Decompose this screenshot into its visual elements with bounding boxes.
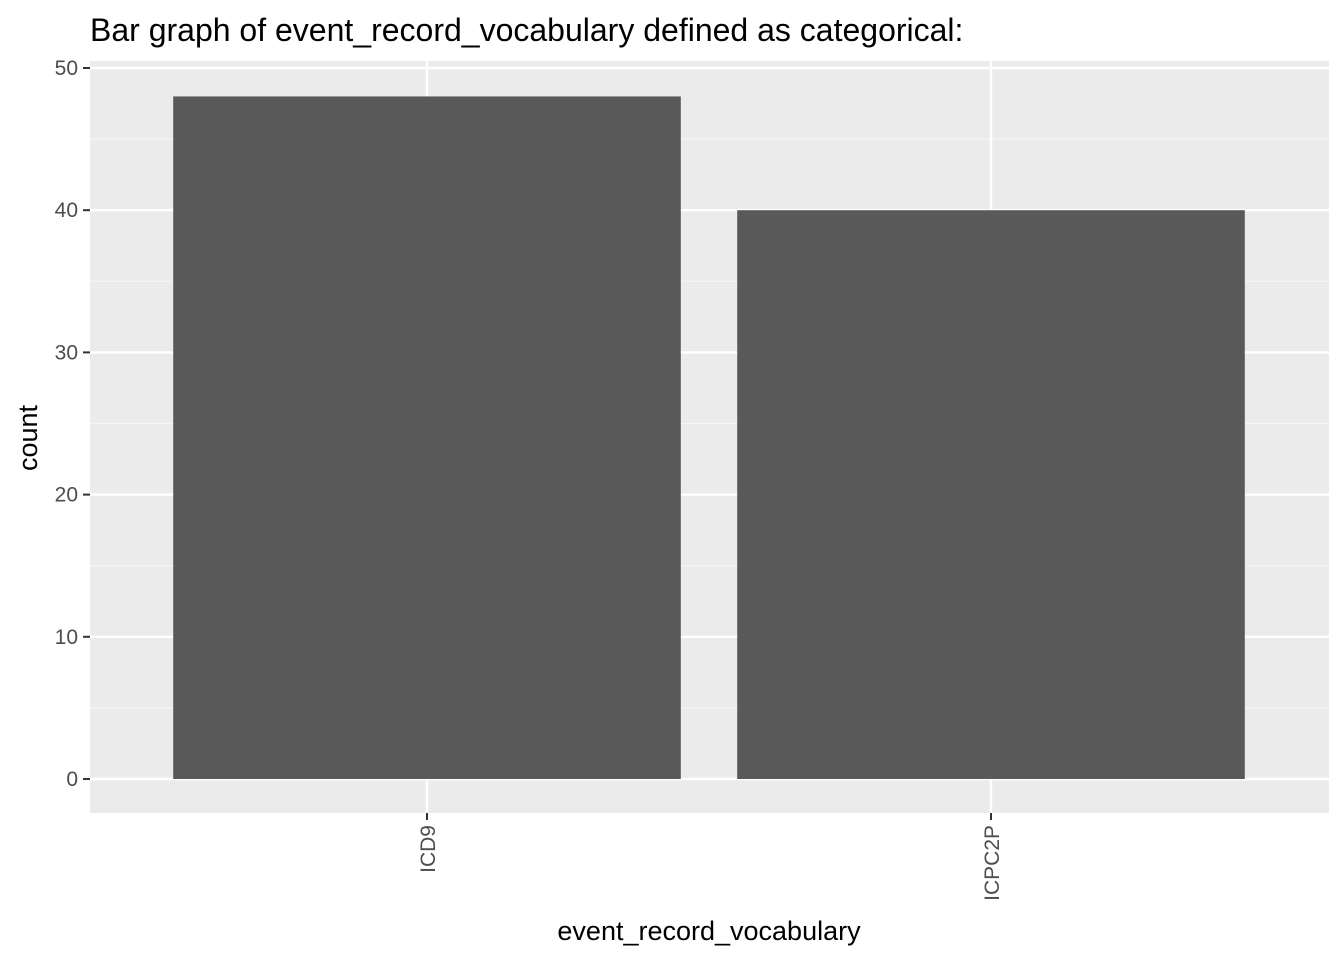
y-tick-label: 40 xyxy=(55,199,78,222)
x-tick-label: ICD9 xyxy=(417,825,440,873)
y-tick-label: 50 xyxy=(55,57,78,80)
y-tick-label: 0 xyxy=(66,768,78,791)
y-tick-label: 20 xyxy=(55,484,78,507)
y-tick-label: 30 xyxy=(55,341,78,364)
bar-icd9 xyxy=(173,96,681,779)
y-tick-label: 10 xyxy=(55,626,78,649)
chart-title: Bar graph of event_record_vocabulary def… xyxy=(90,12,963,48)
bar-icpc2p xyxy=(737,210,1245,779)
y-axis-title: count xyxy=(13,404,43,471)
x-axis: ICD9 ICPC2P xyxy=(417,813,1004,901)
y-axis: 0 10 20 30 40 50 xyxy=(55,57,90,791)
x-tick-label: ICPC2P xyxy=(981,825,1004,901)
x-axis-title: event_record_vocabulary xyxy=(557,916,861,946)
bars xyxy=(173,96,1245,779)
